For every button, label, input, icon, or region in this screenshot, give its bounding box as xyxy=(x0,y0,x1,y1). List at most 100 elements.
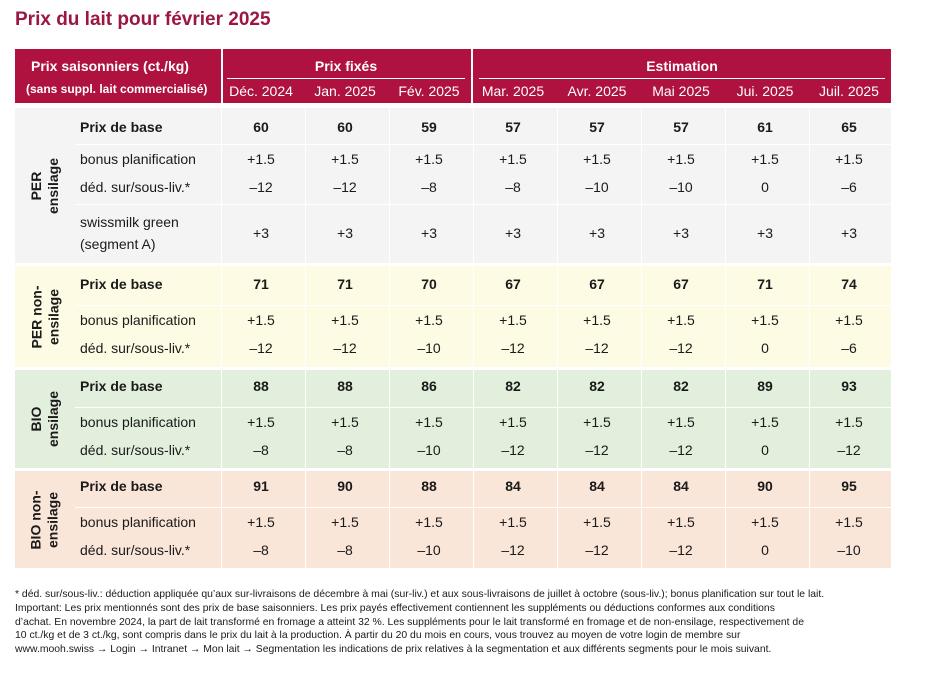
row-label: déd. sur/sous-liv.* xyxy=(80,439,190,461)
row-label-text: déd. sur/sous-liv.* xyxy=(80,542,191,558)
table-cell: 61 xyxy=(757,119,773,135)
table-cell: –12 xyxy=(249,179,273,195)
table-header: Prix saisonniers (ct./kg) (sans suppl. l… xyxy=(15,49,891,103)
table-cell: +1.5 xyxy=(247,312,275,328)
table-cell: –12 xyxy=(585,340,609,356)
table-cell: +1.5 xyxy=(247,414,275,430)
footnote-line: * déd. sur/sous-liv.: déduction appliqué… xyxy=(15,589,825,600)
grid-line xyxy=(557,266,558,367)
grid-line xyxy=(641,266,642,367)
grid-line xyxy=(75,407,891,408)
table-cell: +1.5 xyxy=(331,514,359,530)
month-header: Déc. 2024 xyxy=(229,83,293,99)
table-cell: +1.5 xyxy=(415,414,443,430)
table-cell: +3 xyxy=(337,225,353,241)
table-cell: –6 xyxy=(841,179,857,195)
row-label: swissmilk green (segment A) xyxy=(80,211,179,255)
table-cell: –8 xyxy=(337,542,353,558)
grid-line xyxy=(809,108,810,263)
month-header: Mar. 2025 xyxy=(481,83,545,99)
table-cell: 95 xyxy=(841,478,857,494)
fixed-underline xyxy=(227,78,465,79)
footnote-line: Important: Les prix mentionnés sont des … xyxy=(15,602,775,614)
section-label: PER non-ensilage xyxy=(15,266,75,367)
grid-line xyxy=(725,108,726,263)
table-cell: 57 xyxy=(673,119,689,135)
table-cell: 82 xyxy=(505,378,521,394)
table-section: PER non-ensilage Prix de base 71 71 70 67 67 67… xyxy=(15,266,891,367)
table-cell: –10 xyxy=(417,442,441,458)
month-header: Jan. 2025 xyxy=(314,83,376,99)
table-cell: +1.5 xyxy=(667,151,695,167)
table-cell: 0 xyxy=(761,542,769,558)
grid-line xyxy=(557,471,558,568)
row-label: Prix de base xyxy=(80,273,163,295)
table-cell: +1.5 xyxy=(331,414,359,430)
footnote-line: 10 ct./kg et de 3 ct./kg, sont compris d… xyxy=(15,630,741,642)
row-label-text: bonus planification xyxy=(80,312,196,328)
section-label-line: BIO non- xyxy=(27,489,44,550)
table-cell: +1.5 xyxy=(751,414,779,430)
section-label-line: ensilage xyxy=(45,288,61,345)
grid-line xyxy=(221,471,222,568)
row-label-text: déd. sur/sous-liv.* xyxy=(80,340,191,356)
table-cell: –12 xyxy=(249,340,273,356)
table-cell: +1.5 xyxy=(835,151,863,167)
table-cell: 91 xyxy=(253,478,269,494)
grid-line xyxy=(389,108,390,263)
grid-line xyxy=(75,305,891,306)
table-cell: 71 xyxy=(337,276,353,292)
month-header: Mai 2025 xyxy=(652,83,710,99)
header-divider xyxy=(221,49,223,103)
row-label: Prix de base xyxy=(80,475,163,497)
table-cell: +1.5 xyxy=(247,151,275,167)
month-header: Fév. 2025 xyxy=(398,83,460,99)
table-section: BIO non-ensilage Prix de base 91 90 88 84 84 84… xyxy=(15,471,891,568)
estimation-heading: Estimation xyxy=(646,58,718,74)
table-cell: +1.5 xyxy=(331,151,359,167)
row-label: déd. sur/sous-liv.* xyxy=(80,539,190,561)
grid-line xyxy=(305,266,306,367)
table-cell: +3 xyxy=(505,225,521,241)
table-cell: –8 xyxy=(337,442,353,458)
table-cell: 59 xyxy=(421,119,437,135)
table-cell: 60 xyxy=(337,119,353,135)
table-cell: +3 xyxy=(421,225,437,241)
table-cell: +1.5 xyxy=(247,514,275,530)
table-cell: 60 xyxy=(253,119,269,135)
row-label: Prix de base xyxy=(80,375,163,397)
table-cell: +1.5 xyxy=(499,151,527,167)
table-cell: +1.5 xyxy=(667,414,695,430)
row-label: bonus planification xyxy=(80,411,196,433)
table-cell: 67 xyxy=(589,276,605,292)
grid-line xyxy=(809,471,810,568)
row-label: bonus planification xyxy=(80,148,196,170)
table-cell: 88 xyxy=(337,378,353,394)
table-cell: –12 xyxy=(669,442,693,458)
row-label: déd. sur/sous-liv.* xyxy=(80,176,190,198)
grid-line xyxy=(557,108,558,263)
table-cell: +3 xyxy=(757,225,773,241)
table-cell: 82 xyxy=(589,378,605,394)
fixed-prices-heading: Prix fixés xyxy=(314,58,378,74)
table-cell: –12 xyxy=(669,542,693,558)
table-cell: 57 xyxy=(505,119,521,135)
month-header: Jui. 2025 xyxy=(736,83,794,99)
section-label-line: PER xyxy=(28,171,44,200)
table-cell: +1.5 xyxy=(583,414,611,430)
month-header: Juil. 2025 xyxy=(819,83,879,99)
table-cell: –12 xyxy=(585,442,609,458)
grid-line xyxy=(473,370,474,468)
table-cell: +1.5 xyxy=(583,151,611,167)
table-cell: –12 xyxy=(669,340,693,356)
table-cell: +1.5 xyxy=(835,312,863,328)
row-label-text: (segment A) xyxy=(80,236,156,252)
row-label-text: Prix de base xyxy=(80,378,163,394)
grid-line xyxy=(389,370,390,468)
table-cell: –8 xyxy=(505,179,521,195)
table-cell: 88 xyxy=(421,478,437,494)
section-label: BIO non-ensilage xyxy=(15,471,75,568)
grid-line xyxy=(725,266,726,367)
table-cell: +1.5 xyxy=(751,514,779,530)
table-cell: +1.5 xyxy=(583,514,611,530)
